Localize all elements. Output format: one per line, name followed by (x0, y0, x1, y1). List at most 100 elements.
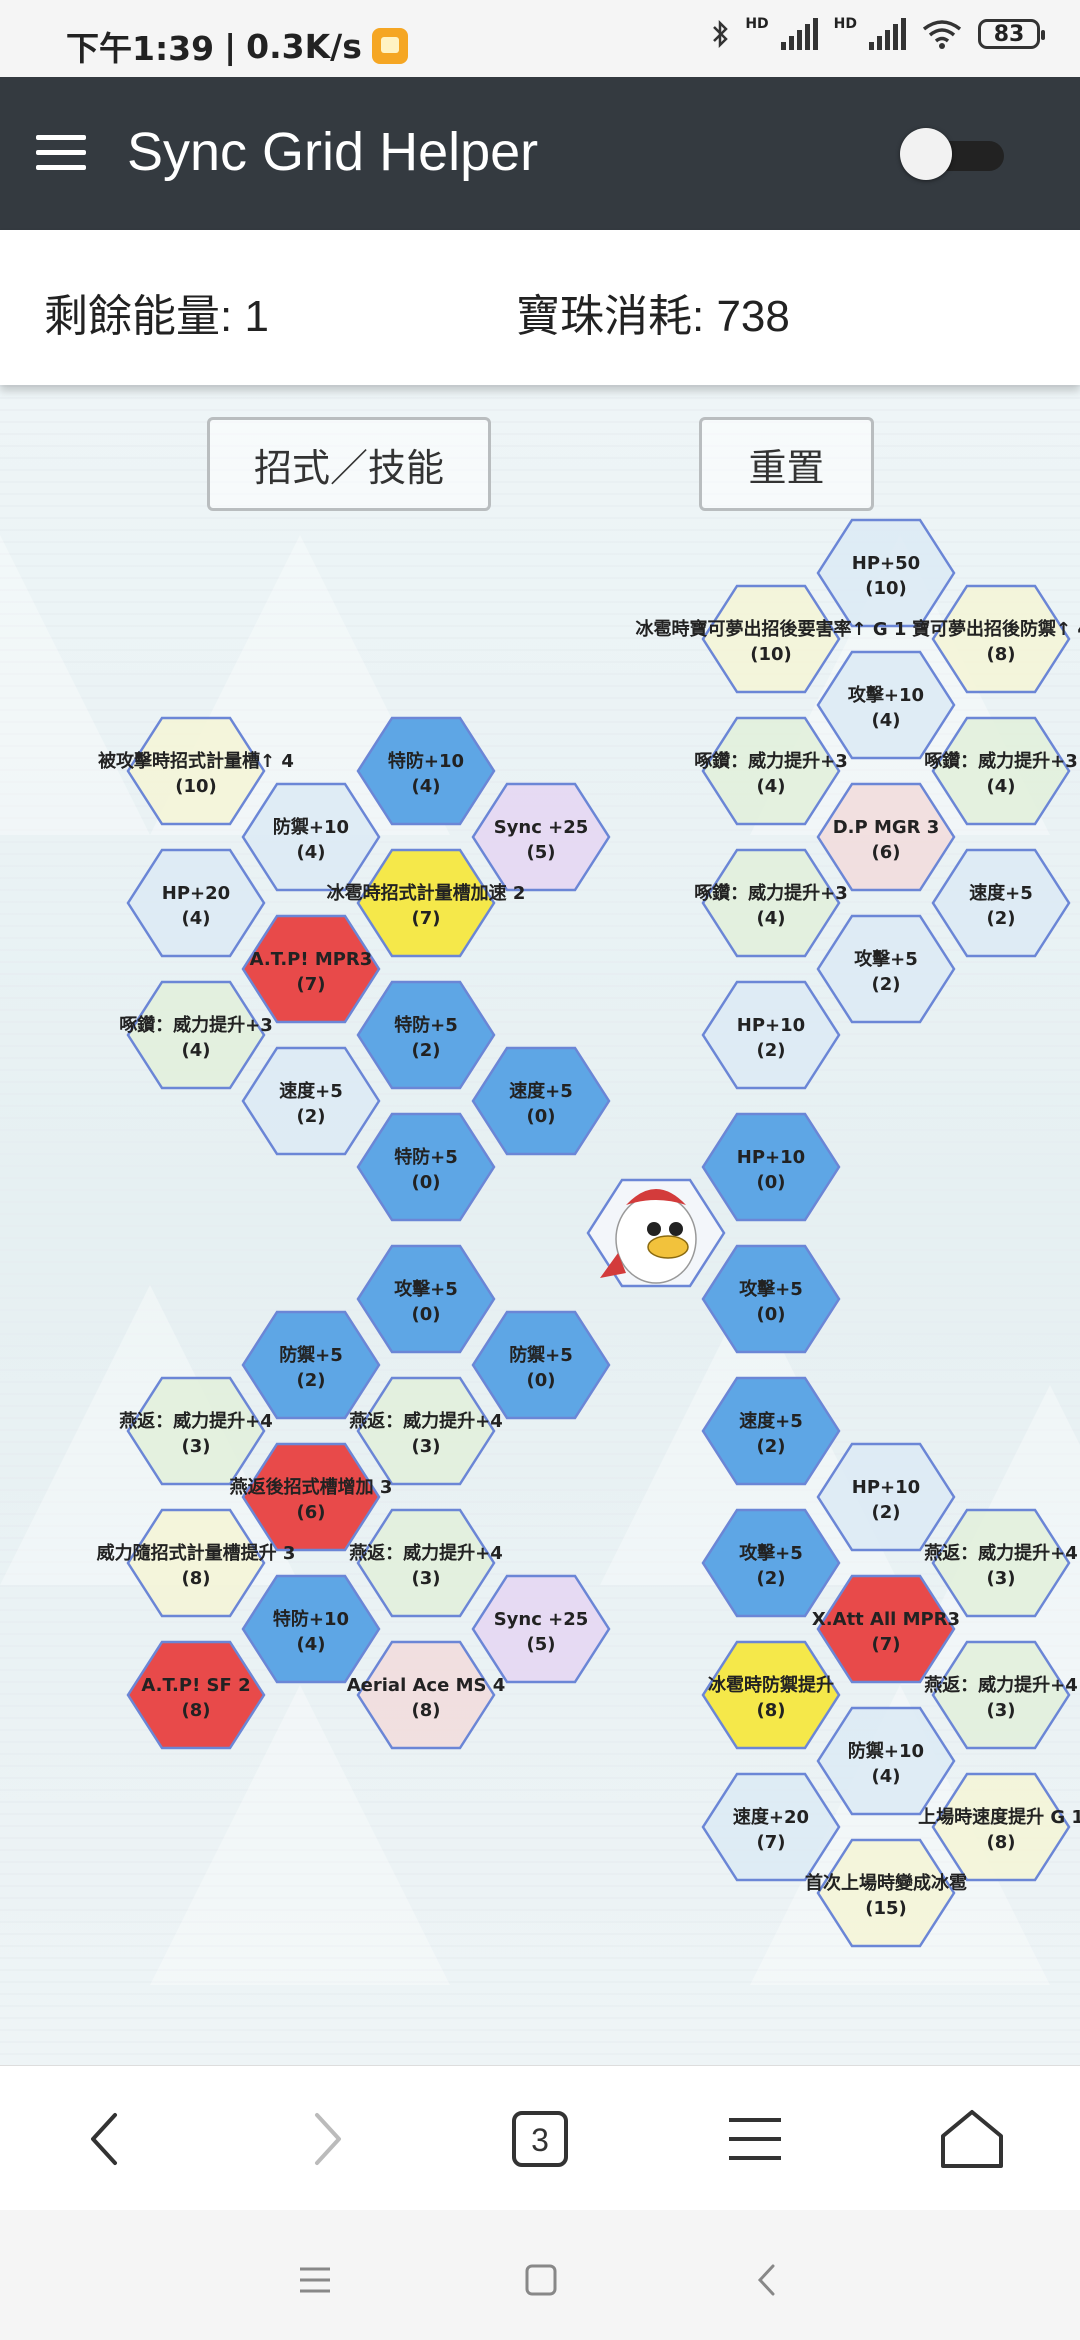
hex-tile[interactable]: 上場時速度提升 G 1 (8) (918, 1772, 1080, 1882)
hex-tile[interactable]: 冰雹時防禦提升 (8) (701, 1640, 841, 1750)
reset-button[interactable]: 重置 (699, 417, 874, 511)
hex-tile[interactable]: 特防+5 (0) (356, 1112, 496, 1222)
hex-shape (126, 1640, 266, 1750)
app-bar: Sync Grid Helper (0, 77, 1080, 230)
hex-tile[interactable]: HP+20 (4) (126, 848, 266, 958)
home-icon[interactable] (927, 2096, 1017, 2182)
hex-tile[interactable]: 特防+10 (4) (356, 716, 496, 826)
hex-tile[interactable]: HP+10 (2) (816, 1442, 956, 1552)
hex-shape (126, 1376, 266, 1486)
hex-tile[interactable]: 攻擊+5 (2) (701, 1508, 841, 1618)
hex-tile[interactable]: A.T.P! SF 2 (8) (126, 1640, 266, 1750)
hex-tile[interactable]: X.Att All MPR3 (7) (812, 1574, 960, 1684)
hex-tile[interactable]: 防禦+5 (0) (471, 1310, 611, 1420)
hex-tile[interactable]: 特防+10 (4) (241, 1574, 381, 1684)
hex-tile[interactable]: 燕返：威力提升+4 (3) (119, 1376, 273, 1486)
hex-cost: (0) (527, 1370, 556, 1391)
hex-tile[interactable]: 燕返：威力提升+4 (3) (924, 1508, 1078, 1618)
hex-shape (356, 1112, 496, 1222)
hex-tile[interactable]: 首次上場時變成冰雹 (15) (805, 1838, 967, 1948)
forward-arrow-icon[interactable] (282, 2096, 372, 2182)
hex-tile[interactable]: 防禦+10 (4) (241, 782, 381, 892)
hex-cost: (5) (527, 842, 556, 863)
hamburger-menu-icon[interactable] (36, 135, 86, 171)
hex-tile[interactable]: HP+10 (0) (701, 1112, 841, 1222)
hex-label: 攻擊+5 (739, 1542, 803, 1564)
hex-shape (356, 1508, 496, 1618)
hex-label: 特防+10 (273, 1608, 349, 1630)
hex-cost: (8) (757, 1700, 786, 1721)
hex-tile[interactable]: 速度+5 (0) (471, 1046, 611, 1156)
hex-cost: (7) (412, 908, 441, 929)
back-arrow-icon[interactable] (60, 2096, 150, 2182)
hex-tile[interactable]: 燕返後招式槽增加 3 (6) (230, 1442, 393, 1552)
hex-label: 防禦+5 (279, 1344, 343, 1366)
hex-tile[interactable]: 燕返：威力提升+4 (3) (349, 1376, 503, 1486)
hex-cost: (7) (297, 974, 326, 995)
hex-label: 被攻擊時招式計量槽↑ 4 (98, 750, 294, 772)
hex-tile[interactable]: 被攻擊時招式計量槽↑ 4 (10) (98, 716, 294, 826)
hex-label: 冰雹時防禦提升 (708, 1674, 834, 1696)
hex-cost: (10) (865, 578, 907, 599)
hex-tile[interactable]: 啄鑽：威力提升+3 (4) (694, 848, 848, 958)
hex-label: 特防+5 (394, 1014, 458, 1036)
hex-tile[interactable]: 防禦+5 (2) (241, 1310, 381, 1420)
hex-cost: (8) (182, 1568, 211, 1589)
hex-shape (471, 1310, 611, 1420)
info-panel: 剩餘能量: 1 寶珠消耗: 738 (0, 230, 1080, 385)
hex-cost: (0) (757, 1172, 786, 1193)
battery-indicator: 83 (978, 19, 1045, 49)
system-back-icon[interactable] (742, 2255, 792, 2305)
hex-tile[interactable]: 威力隨招式計量槽提升 3 (8) (97, 1508, 296, 1618)
recent-apps-icon[interactable] (290, 2255, 340, 2305)
hex-tile[interactable]: 啄鑽：威力提升+3 (4) (119, 980, 273, 1090)
hex-label: HP+10 (852, 1477, 920, 1498)
hex-tile[interactable]: HP+50 (10) (816, 518, 956, 628)
moves-skills-button[interactable]: 招式／技能 (207, 417, 491, 511)
hex-shape (931, 848, 1071, 958)
hex-tile[interactable]: 速度+5 (2) (701, 1376, 841, 1486)
hex-cost: (10) (175, 776, 217, 797)
hex-shape (356, 1640, 496, 1750)
delibird-pokemon-icon[interactable] (586, 1178, 726, 1288)
status-bar: 下午1:39 | 0.3K/s HD HD 83 (0, 0, 1080, 77)
hex-shape (126, 716, 266, 826)
hex-tile[interactable]: D.P MGR 3 (6) (816, 782, 956, 892)
hex-label: 威力隨招式計量槽提升 3 (97, 1542, 296, 1564)
hex-cost: (3) (412, 1568, 441, 1589)
hex-grid: HP+50(10)冰雹時寶可夢出招後要害率↑ G 1(10)寶可夢出招後防禦↑ … (97, 518, 1080, 1948)
hex-tile[interactable]: 攻擊+10 (4) (816, 650, 956, 760)
tabs-button[interactable]: 3 (495, 2096, 585, 2182)
hex-tile[interactable]: 啄鑽：威力提升+3 (4) (924, 716, 1078, 826)
hex-tile[interactable]: Sync +25 (5) (471, 782, 611, 892)
hex-tile[interactable]: 啄鑽：威力提升+3 (4) (694, 716, 848, 826)
hex-label: 攻擊+5 (739, 1278, 803, 1300)
hex-tile[interactable]: 攻擊+5 (2) (816, 914, 956, 1024)
hex-tile[interactable]: 攻擊+5 (0) (701, 1244, 841, 1354)
menu-lines-icon[interactable] (710, 2096, 800, 2182)
hex-label: 燕返：威力提升+4 (924, 1542, 1078, 1564)
hex-tile[interactable]: 燕返：威力提升+4 (3) (924, 1640, 1078, 1750)
hex-label: 防禦+10 (848, 1740, 924, 1762)
hex-tile[interactable]: 防禦+10 (4) (816, 1706, 956, 1816)
hex-tile[interactable]: 冰雹時寶可夢出招後要害率↑ G 1 (10) (636, 584, 907, 694)
hex-tile[interactable]: A.T.P! MPR3 (7) (241, 914, 381, 1024)
hex-tile[interactable]: 寶可夢出招後防禦↑ 4 (8) (912, 584, 1080, 694)
hex-tile[interactable]: 燕返：威力提升+4 (3) (349, 1508, 503, 1618)
hex-shape (931, 1508, 1071, 1618)
hex-tile[interactable]: 速度+5 (2) (931, 848, 1071, 958)
hex-tile[interactable]: Aerial Ace MS 4 (8) (347, 1640, 506, 1750)
hex-tile[interactable]: HP+10 (2) (701, 980, 841, 1090)
hex-tile[interactable]: 速度+5 (2) (241, 1046, 381, 1156)
hex-shape (241, 1310, 381, 1420)
hex-tile[interactable]: 冰雹時招式計量槽加速 2 (7) (327, 848, 526, 958)
hex-tile[interactable]: 速度+20 (7) (701, 1772, 841, 1882)
hex-label: 速度+20 (733, 1806, 809, 1828)
hex-cost: (0) (412, 1304, 441, 1325)
toggle-switch[interactable] (900, 128, 1006, 180)
hex-cost: (4) (297, 842, 326, 863)
hex-tile[interactable]: 特防+5 (2) (356, 980, 496, 1090)
hex-tile[interactable]: Sync +25 (5) (471, 1574, 611, 1684)
system-home-icon[interactable] (516, 2255, 566, 2305)
hex-tile[interactable]: 攻擊+5 (0) (356, 1244, 496, 1354)
